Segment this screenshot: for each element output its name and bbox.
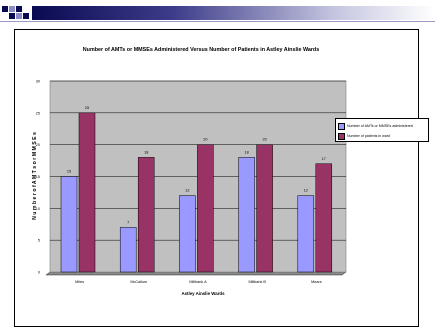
legend-swatch-patients <box>338 132 345 140</box>
data-label: 7 <box>127 220 129 224</box>
y-tick-label: 5 <box>38 239 40 243</box>
header-square-3 <box>16 6 22 12</box>
data-label: 15 <box>67 170 71 174</box>
y-tick-label: 25 <box>36 111 40 115</box>
y-tick-label: 20 <box>36 143 40 147</box>
data-label: 20 <box>262 138 266 142</box>
data-label: 12 <box>185 189 189 193</box>
bar-patients <box>197 144 214 273</box>
x-tick-label: Mears <box>311 280 322 284</box>
bar-administered <box>60 176 78 273</box>
bar-administered <box>297 195 315 273</box>
plot-floor <box>45 271 347 276</box>
x-tick-label: Miles <box>75 280 84 284</box>
slide-header <box>0 0 435 22</box>
data-label: 17 <box>322 157 326 161</box>
data-label: 12 <box>304 189 308 193</box>
bar-patients <box>78 112 96 273</box>
data-label: 25 <box>85 106 89 110</box>
header-square-5 <box>16 13 22 19</box>
x-axis-title: Astley Ainslie Wards <box>181 291 225 296</box>
chart-title: Number of AMTs or MMSEs Administered Ver… <box>83 47 319 53</box>
legend-label-administered: Number of AMTs or MMSEs administered <box>347 123 413 128</box>
x-tick-label: McCallum <box>130 280 147 284</box>
y-tick-label: 30 <box>36 80 40 84</box>
y-tick-label: 15 <box>36 175 40 179</box>
legend-swatch-administered <box>338 122 345 130</box>
x-tick-label: Millbank A <box>189 280 207 284</box>
legend-label-patients: Number of patients in ward <box>347 133 390 138</box>
header-square-6 <box>23 13 29 19</box>
header-square-4 <box>9 13 15 19</box>
data-label: 20 <box>203 138 207 142</box>
legend-item-administered: Number of AMTs or MMSEs administered <box>338 121 426 131</box>
y-tick-label: 0 <box>38 271 40 275</box>
y-axis-title: N u m b e r o f A M T s o r M M S E s <box>32 132 38 220</box>
data-label: 18 <box>244 150 248 154</box>
legend-item-patients: Number of patients in ward <box>338 131 426 141</box>
bar-administered <box>119 227 137 273</box>
bar-patients <box>315 163 333 273</box>
bar-administered <box>179 195 196 273</box>
bar-patients <box>137 157 155 273</box>
x-tick-label: Millbank B <box>248 280 266 284</box>
header-rule <box>0 21 435 22</box>
chart-legend: Number of AMTs or MMSEs administered Num… <box>335 118 429 142</box>
header-gradient-bar <box>32 6 435 20</box>
bar-patients <box>256 144 273 273</box>
y-tick-label: 10 <box>36 207 40 211</box>
header-square-2 <box>9 6 15 12</box>
header-square-1 <box>2 6 8 12</box>
bar-administered <box>238 157 255 273</box>
data-label: 18 <box>144 150 148 154</box>
